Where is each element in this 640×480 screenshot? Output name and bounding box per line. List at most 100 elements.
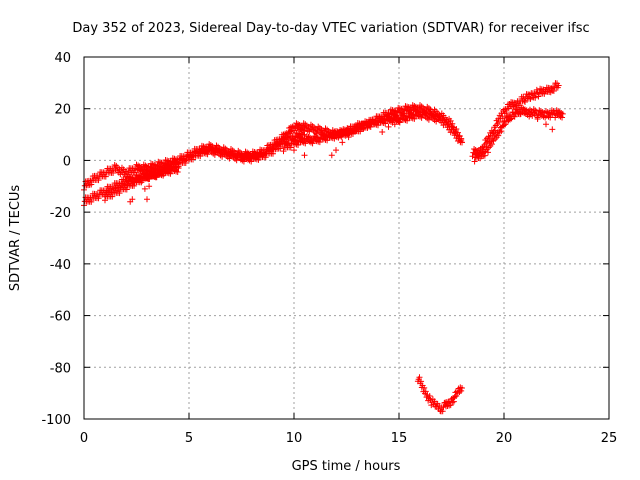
- data-point: [391, 121, 398, 128]
- data-point: [175, 165, 182, 172]
- data-point: [511, 113, 518, 120]
- data-point: [439, 408, 446, 415]
- series-8: [469, 80, 562, 160]
- data-point: [141, 185, 148, 192]
- data-point: [316, 139, 323, 146]
- data-point: [549, 126, 556, 133]
- data-point: [353, 127, 360, 134]
- data-point: [481, 152, 488, 159]
- x-tick-label: 15: [391, 431, 408, 446]
- data-point: [270, 150, 276, 157]
- data-point: [129, 196, 136, 203]
- data-point: [295, 141, 302, 148]
- data-point: [345, 134, 352, 141]
- y-axis-title: SDTVAR / TECUs: [8, 185, 23, 292]
- data-point: [498, 128, 505, 135]
- data-point: [416, 374, 423, 381]
- data-point: [324, 137, 331, 144]
- data-point: [375, 122, 381, 129]
- series-9: [471, 104, 566, 165]
- y-tick-label: -80: [50, 361, 71, 376]
- data-point: [559, 114, 566, 121]
- data-point: [144, 196, 150, 203]
- data-point: [102, 173, 109, 180]
- data-point: [333, 147, 339, 154]
- y-tick-label: -40: [50, 258, 71, 273]
- plot-frame: [83, 56, 610, 420]
- data-point: [255, 156, 262, 163]
- data-point: [360, 125, 367, 132]
- data-point: [436, 402, 443, 409]
- x-tick-label: 20: [496, 431, 513, 446]
- data-point: [328, 152, 335, 159]
- data-point: [287, 144, 294, 151]
- data-point: [146, 183, 153, 190]
- series-6: [328, 134, 352, 159]
- series-5: [291, 147, 308, 159]
- data-point: [123, 186, 130, 193]
- data-point: [422, 388, 429, 395]
- series-10: [517, 110, 556, 133]
- chart-title: Day 352 of 2023, Sidereal Day-to-day VTE…: [72, 21, 589, 36]
- data-point: [182, 160, 189, 167]
- data-point: [280, 148, 287, 155]
- y-tick-label: -20: [50, 206, 71, 221]
- series-3: [127, 183, 153, 205]
- data-point: [277, 145, 284, 152]
- x-axis-title: GPS time / hours: [292, 459, 401, 474]
- y-tick-label: -100: [41, 413, 71, 428]
- data-point: [145, 176, 152, 183]
- data-point: [426, 392, 433, 399]
- data-point: [190, 156, 197, 163]
- y-tick-label: -60: [50, 310, 71, 325]
- data-point: [532, 94, 539, 101]
- data-point: [488, 141, 495, 148]
- data-point: [396, 118, 402, 125]
- data-point: [174, 169, 181, 176]
- data-point: [459, 384, 465, 391]
- data-point: [535, 93, 542, 100]
- data-point: [160, 172, 167, 179]
- data-point: [503, 109, 510, 116]
- data-point: [543, 121, 549, 128]
- data-point: [262, 154, 269, 161]
- series-2: [102, 163, 182, 204]
- data-point: [109, 193, 116, 200]
- data-point: [550, 88, 557, 95]
- data-point: [385, 123, 392, 130]
- y-tick-label: 20: [54, 103, 71, 118]
- data-point: [95, 177, 102, 184]
- data-point: [458, 387, 465, 394]
- data-point: [301, 152, 308, 159]
- data-point: [450, 398, 457, 405]
- tick-marks: [83, 56, 610, 420]
- data-point: [459, 139, 465, 146]
- data-point: [396, 119, 403, 126]
- data-points: [81, 80, 566, 415]
- data-point: [339, 139, 346, 146]
- y-tick-label: 0: [63, 154, 71, 169]
- series-7: [379, 116, 409, 135]
- data-point: [522, 98, 528, 105]
- data-point: [555, 82, 562, 89]
- data-point: [300, 128, 307, 135]
- data-point: [248, 158, 255, 165]
- data-point: [526, 113, 533, 120]
- series-11: [414, 374, 465, 415]
- data-point: [197, 153, 204, 160]
- data-point: [379, 128, 386, 135]
- data-point: [138, 179, 145, 186]
- data-point: [110, 169, 117, 176]
- data-point: [517, 110, 524, 117]
- data-point: [167, 170, 174, 177]
- tick-labels: 0 5 10 15 20 25 -100 -80 -60 -40 -20 0 20 40: [41, 51, 617, 446]
- data-point: [495, 132, 502, 139]
- data-point: [131, 182, 138, 189]
- data-point: [88, 181, 95, 188]
- data-point: [421, 384, 428, 391]
- x-tick-label: 0: [80, 431, 88, 446]
- data-point: [418, 378, 425, 385]
- x-tick-label: 5: [185, 431, 193, 446]
- data-point: [411, 115, 418, 122]
- x-tick-label: 10: [286, 431, 303, 446]
